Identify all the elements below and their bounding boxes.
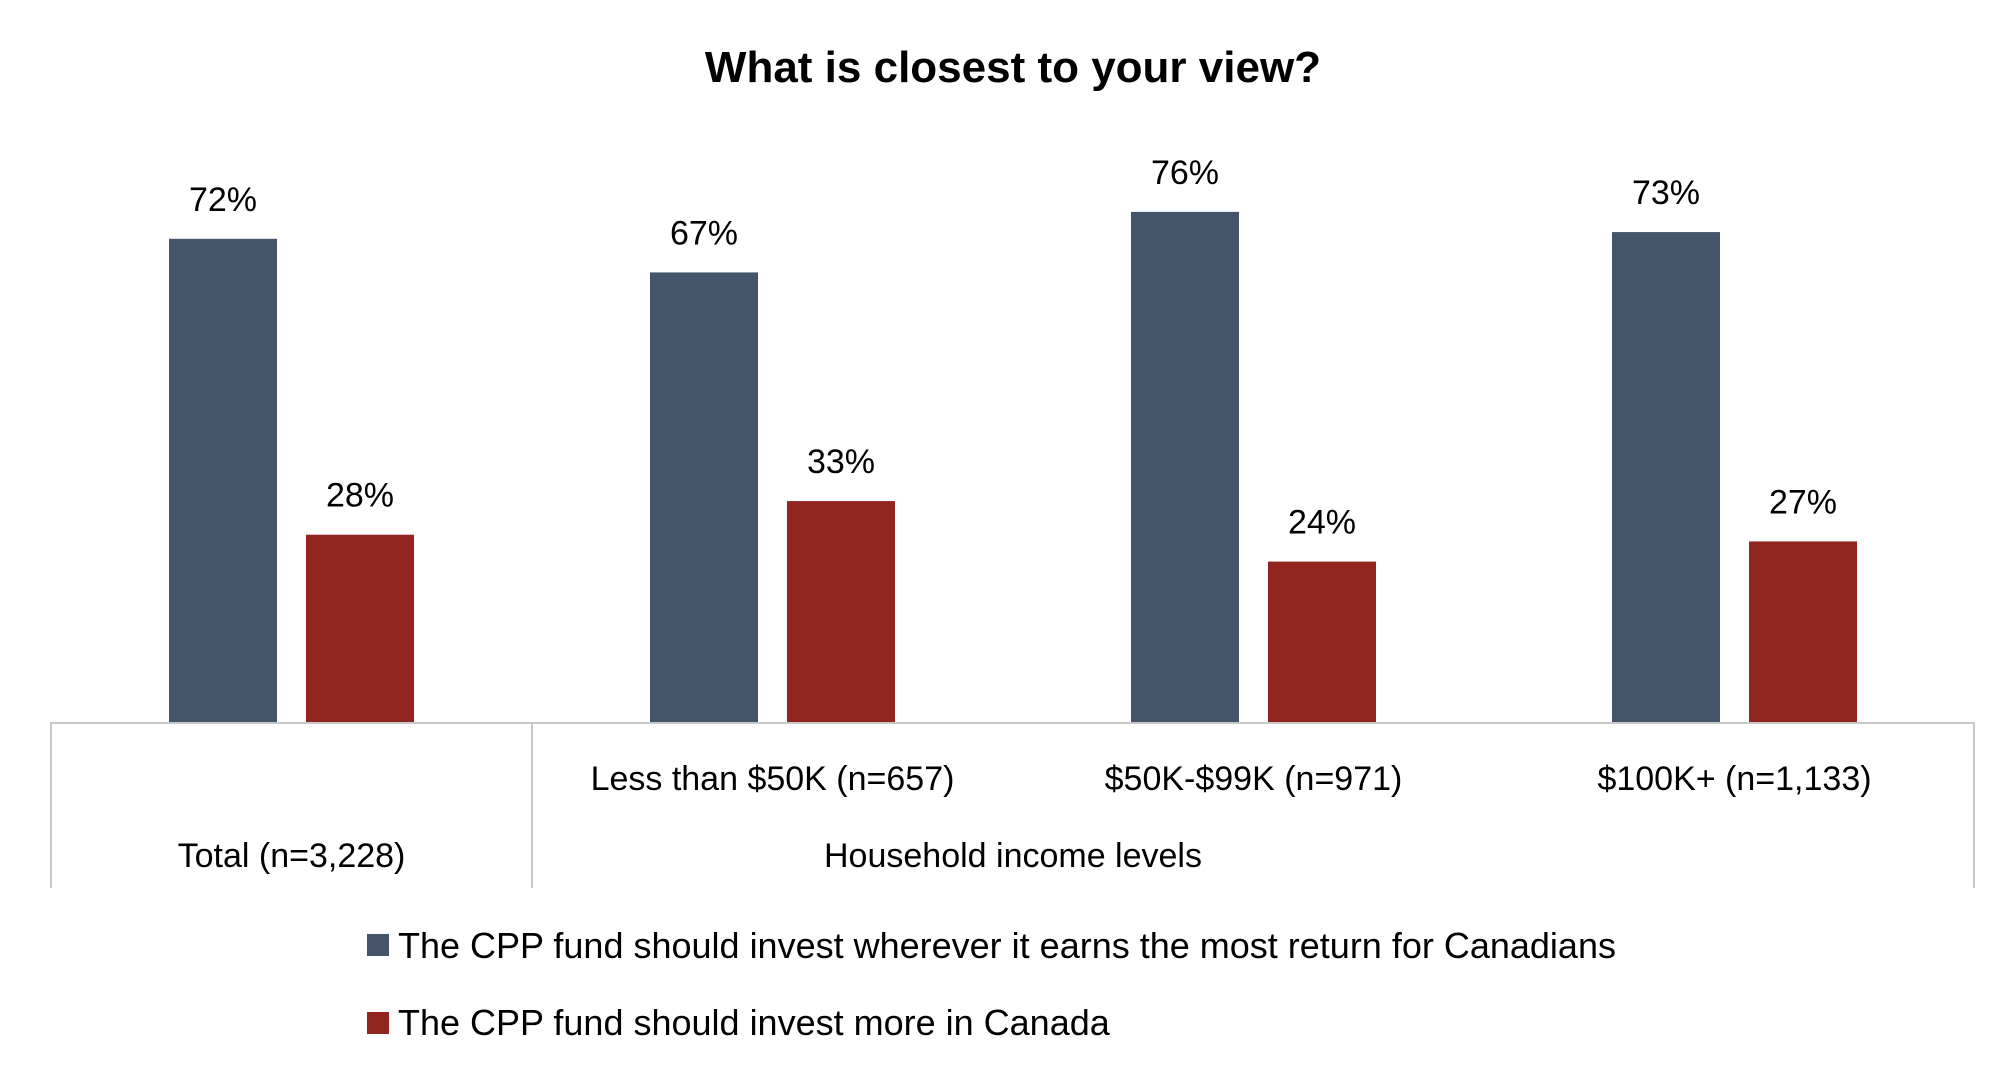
legend-label-series-1: The CPP fund should invest wherever it e… (398, 925, 1616, 966)
bar-series-2-cat-4 (1749, 541, 1857, 723)
category-labels-layer: Total (n=3,228) Less than $50K (n=657) $50… (178, 760, 1872, 875)
bar-series-1-cat-4 (1612, 232, 1720, 723)
category-axis: Household income levels (50, 722, 1975, 888)
legend-label-series-2: The CPP fund should invest more in Canad… (398, 1002, 1111, 1043)
data-label-series-1-cat-4: 73% (1632, 174, 1700, 212)
group-label: Household income levels (824, 837, 1202, 875)
bar-series-1-cat-3 (1131, 211, 1239, 723)
legend: The CPP fund should invest wherever it e… (367, 925, 1616, 1043)
bar-series-1-cat-1 (169, 238, 277, 724)
legend-swatch-series-2 (367, 1012, 389, 1034)
bar-series-2-cat-3 (1268, 561, 1376, 723)
bar-series-2-cat-1 (306, 534, 414, 723)
category-label-4: $100K+ (n=1,133) (1597, 760, 1871, 798)
category-label-3: $50K-$99K (n=971) (1105, 760, 1403, 798)
category-label-2: Less than $50K (n=657) (591, 760, 955, 798)
data-label-series-1-cat-3: 76% (1151, 154, 1219, 192)
data-label-series-2-cat-4: 27% (1769, 483, 1837, 521)
data-label-series-2-cat-1: 28% (326, 477, 394, 515)
chart-title: What is closest to your view? (705, 43, 1321, 92)
data-label-series-1-cat-2: 67% (670, 214, 738, 252)
legend-swatch-series-1 (367, 934, 389, 956)
data-label-series-2-cat-2: 33% (807, 443, 875, 481)
bars-layer (169, 211, 1857, 724)
category-label-1: Total (n=3,228) (178, 837, 406, 875)
data-label-series-2-cat-3: 24% (1288, 504, 1356, 542)
data-label-series-1-cat-1: 72% (189, 181, 257, 219)
bar-series-1-cat-2 (650, 272, 758, 723)
bar-series-2-cat-2 (787, 501, 895, 723)
data-labels-layer: 72% 28% 67% 33% 76% 24% 73% 27% (189, 154, 1837, 542)
